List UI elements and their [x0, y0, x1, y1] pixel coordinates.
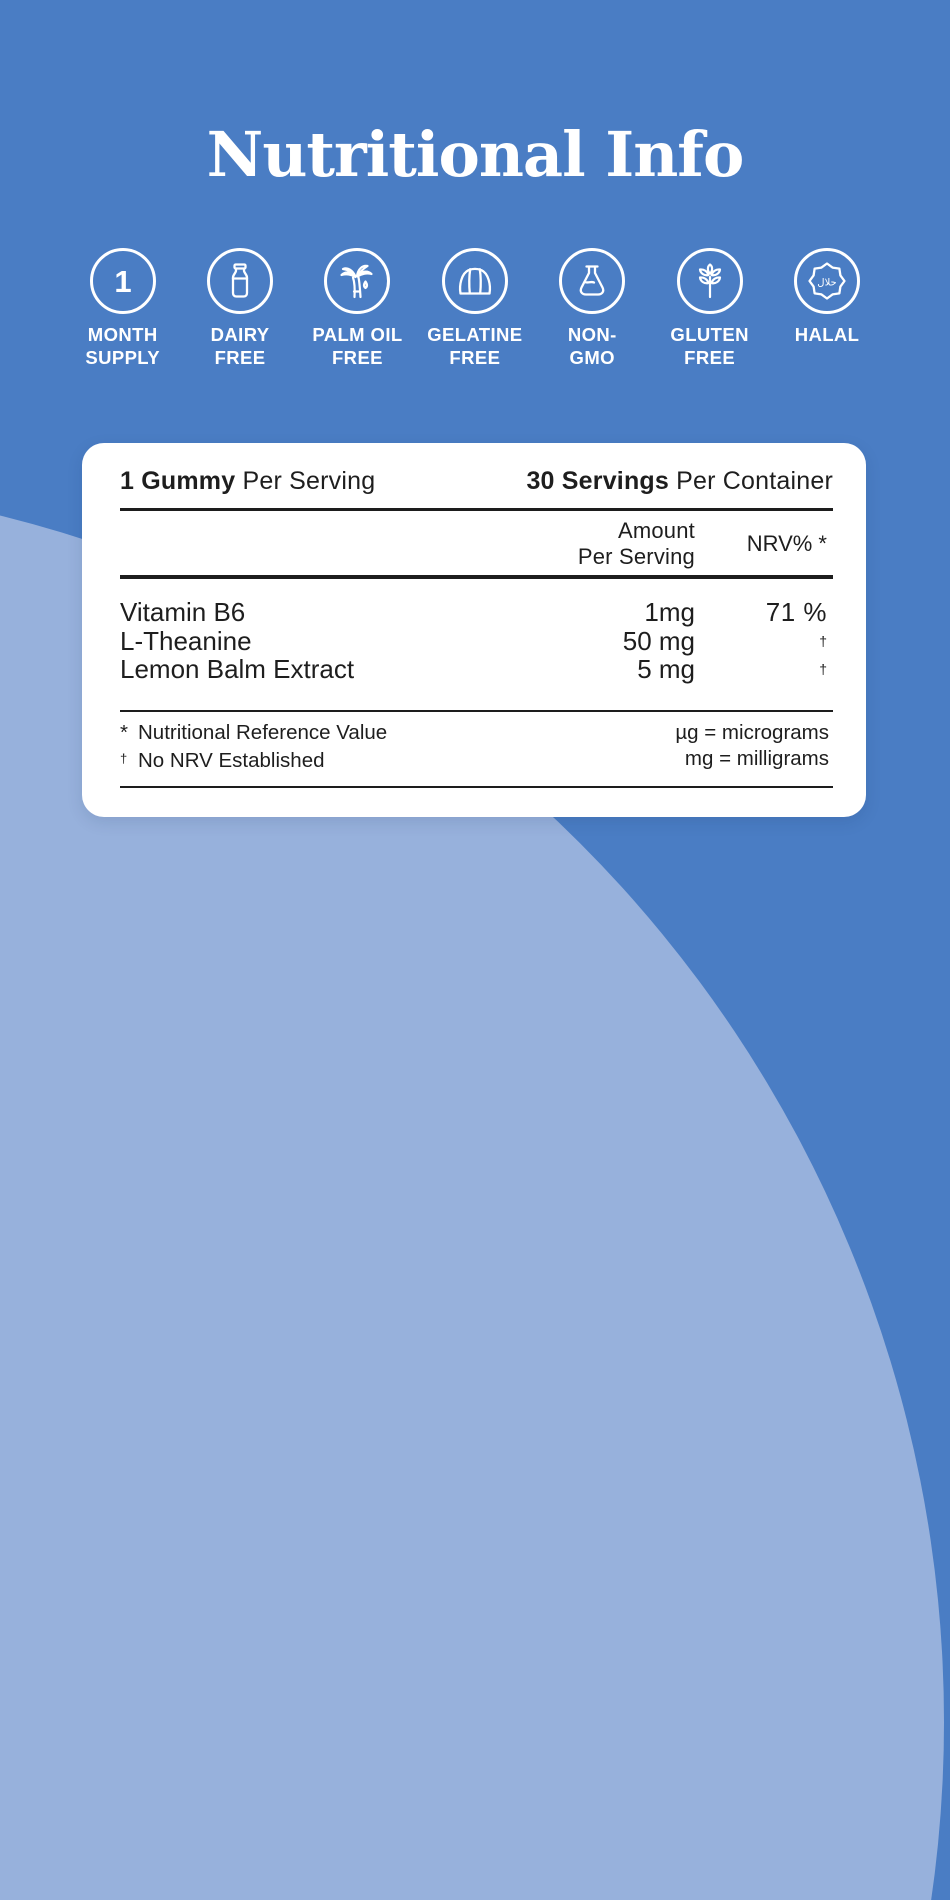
badge-gluten-free: GLUTEN FREE: [651, 248, 768, 369]
amount-column-header: Amount Per Serving: [577, 518, 695, 569]
divider: [120, 785, 833, 788]
nutrient-amount: 5 mg: [637, 654, 695, 684]
badge-gelatine-free: GELATINE FREE: [416, 248, 533, 369]
svg-text:1: 1: [114, 264, 131, 299]
badge-halal: حلال HALAL: [768, 248, 885, 369]
milk-bottle-icon: [231, 263, 249, 298]
flask-icon: [579, 265, 605, 296]
nutrient-nrv: †: [819, 632, 827, 649]
badge-circle: [324, 248, 391, 314]
nutrient-row: L-Theanine 50 mg †: [120, 625, 833, 656]
footnote-no-nrv: † No NRV Established: [120, 749, 325, 772]
divider: [120, 709, 833, 712]
one-month-icon: 1: [114, 264, 131, 299]
nutrient-row: Lemon Balm Extract 5 mg †: [120, 655, 833, 684]
divider: [120, 575, 833, 579]
badge-label: MONTH SUPPLY: [85, 324, 161, 368]
badge-label: GELATINE FREE: [427, 324, 523, 368]
badge-circle: [207, 248, 274, 314]
nutrient-name: L-Theanine: [120, 625, 252, 656]
badge-circle: [559, 248, 626, 314]
divider: [120, 508, 833, 511]
badge-circle: [441, 248, 508, 314]
nutrient-rows: Vitamin B6 1mg 71 % L-Theanine 50 mg † L…: [120, 579, 833, 710]
palm-tree-icon: [340, 264, 374, 299]
badge-label: GLUTEN FREE: [670, 324, 749, 368]
unit-milligrams: mg = milligrams: [684, 747, 829, 770]
footnote-nrv: * Nutritional Reference Value: [120, 720, 388, 744]
nutrition-panel: 1 Gummy Per Serving 30 Servings Per Cont…: [82, 443, 866, 817]
badge-non-gmo: NON- GMO: [534, 248, 651, 369]
badge-circle: [676, 248, 743, 314]
badge-label: DAIRY FREE: [210, 324, 270, 368]
feature-badges-row: 1 MONTH SUPPLY DAIRY FREE: [64, 248, 886, 369]
badge-dairy-free: DAIRY FREE: [181, 248, 298, 369]
servings-per-container: 30 Servings Per Container: [526, 467, 833, 495]
footnotes-right: µg = micrograms mg = milligrams: [675, 720, 833, 775]
nutrient-name: Vitamin B6: [120, 597, 246, 627]
footnotes: * Nutritional Reference Value † No NRV Est…: [120, 712, 833, 786]
badge-label: HALAL: [794, 324, 860, 345]
badge-circle: 1: [89, 248, 156, 314]
serving-info-row: 1 Gummy Per Serving 30 Servings Per Cont…: [120, 443, 833, 496]
badge-month-supply: 1 MONTH SUPPLY: [64, 248, 181, 369]
badge-label: PALM OIL FREE: [312, 324, 403, 368]
nutrient-amount: 50 mg: [622, 625, 695, 656]
badge-circle: حلال: [794, 248, 861, 314]
nutrient-name: Lemon Balm Extract: [120, 654, 355, 684]
page-title: Nutritional Info: [206, 118, 745, 191]
nutrient-nrv: 71 %: [765, 597, 827, 627]
wheat-icon: [698, 263, 721, 299]
badge-palm-oil-free: PALM OIL FREE: [299, 248, 416, 369]
serving-size: 1 Gummy Per Serving: [120, 467, 376, 495]
nutrient-amount: 1mg: [644, 597, 695, 627]
footnotes-left: * Nutritional Reference Value † No NRV Est…: [120, 720, 387, 775]
unit-micrograms: µg = micrograms: [675, 720, 829, 744]
jelly-icon: [458, 267, 491, 295]
halal-badge-icon: حلال: [808, 262, 846, 300]
badge-label: NON- GMO: [567, 324, 617, 368]
nutrient-nrv: †: [819, 661, 827, 677]
nrv-column-header: NRV% *: [746, 531, 827, 556]
svg-text:حلال: حلال: [817, 278, 836, 289]
table-column-headers: Amount Per Serving NRV% *: [120, 511, 833, 575]
nutrient-row: Vitamin B6 1mg 71 %: [120, 598, 833, 627]
